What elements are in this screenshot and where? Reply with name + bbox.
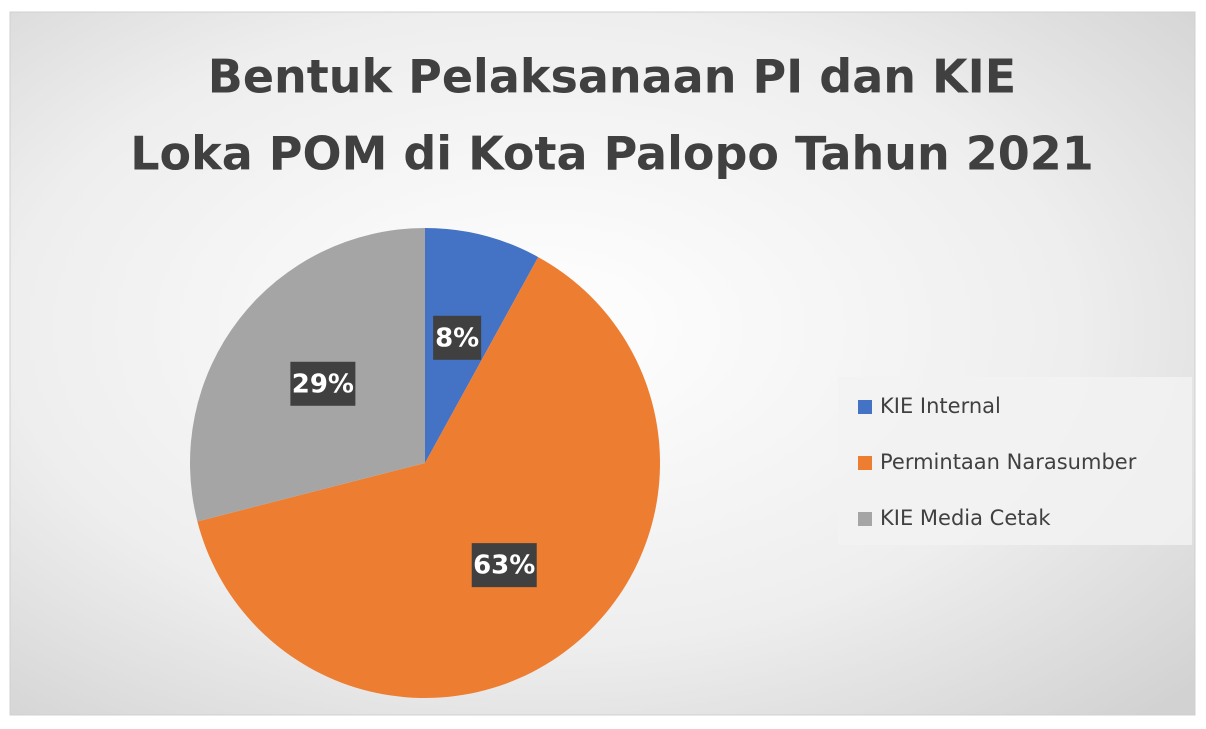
data-label: 29% [292,369,354,399]
pie-slice [425,228,539,463]
data-label-box [471,543,537,588]
legend-label: KIE Media Cetak [880,506,1051,530]
chart-title: Loka POM di Kota Palopo Tahun 2021 [130,127,1094,181]
data-label-box [290,361,356,406]
pie-slice [197,257,660,698]
data-label: 8% [435,323,479,353]
legend [838,377,1192,545]
legend-label: Permintaan Narasumber [880,450,1137,474]
legend-label: KIE Internal [880,394,1001,418]
data-label-box [433,315,482,360]
legend-swatch [858,456,872,470]
chart-title: Bentuk Pelaksanaan PI dan KIE [208,50,1016,104]
data-label: 63% [473,551,535,581]
legend-swatch [858,400,872,414]
legend-swatch [858,512,872,526]
